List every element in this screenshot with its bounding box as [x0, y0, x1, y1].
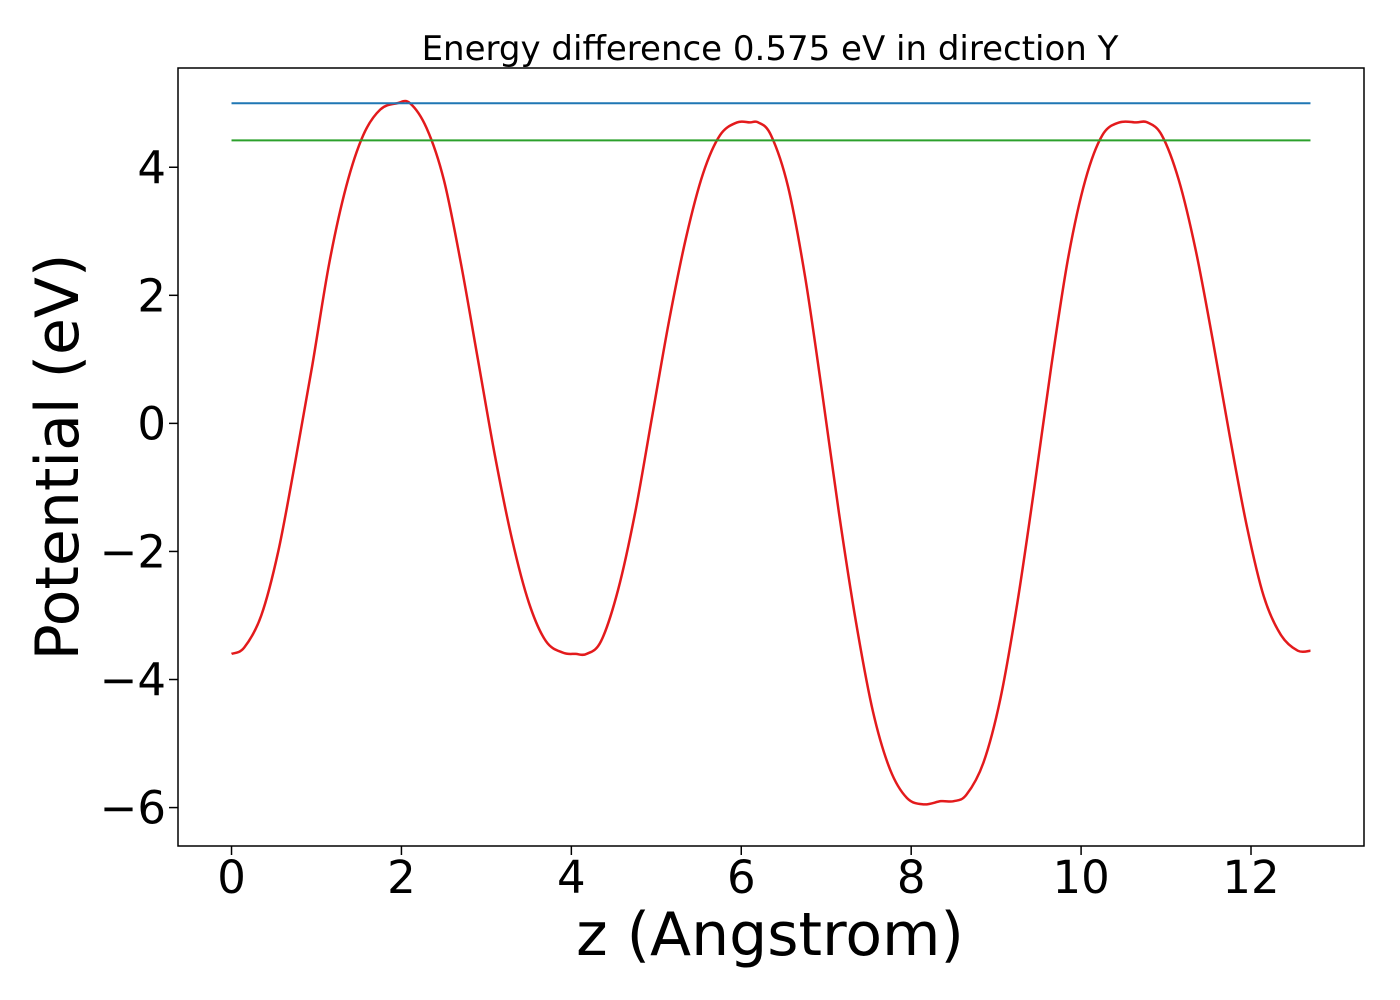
y-tick-label: −6	[100, 782, 166, 835]
x-tick-label: 4	[557, 851, 586, 904]
y-tick-label: 0	[137, 397, 166, 450]
y-tick-label: 4	[137, 141, 166, 194]
x-tick-label: 8	[897, 851, 926, 904]
x-tick-label: 10	[1052, 851, 1109, 904]
plot-area-frame	[177, 67, 1365, 847]
x-axis-label: z (Angstrom)	[576, 900, 964, 970]
y-axis-label: Potential (eV)	[23, 254, 93, 661]
y-axis: −6 −4 −2 0 2 4	[100, 141, 178, 835]
x-tick-label: 2	[387, 851, 416, 904]
series-layer	[230, 99, 1311, 806]
x-axis: 0 2 4 6 8 10 12	[217, 846, 1280, 904]
y-tick-label: −4	[100, 654, 166, 707]
x-tick-label: 6	[727, 851, 756, 904]
y-tick-label: −2	[100, 525, 166, 578]
y-tick-label: 2	[137, 269, 166, 322]
chart-title: Energy difference 0.575 eV in direction …	[422, 29, 1119, 69]
series-line-0	[230, 99, 1311, 806]
x-tick-label: 12	[1222, 851, 1279, 904]
x-tick-label: 0	[217, 851, 246, 904]
